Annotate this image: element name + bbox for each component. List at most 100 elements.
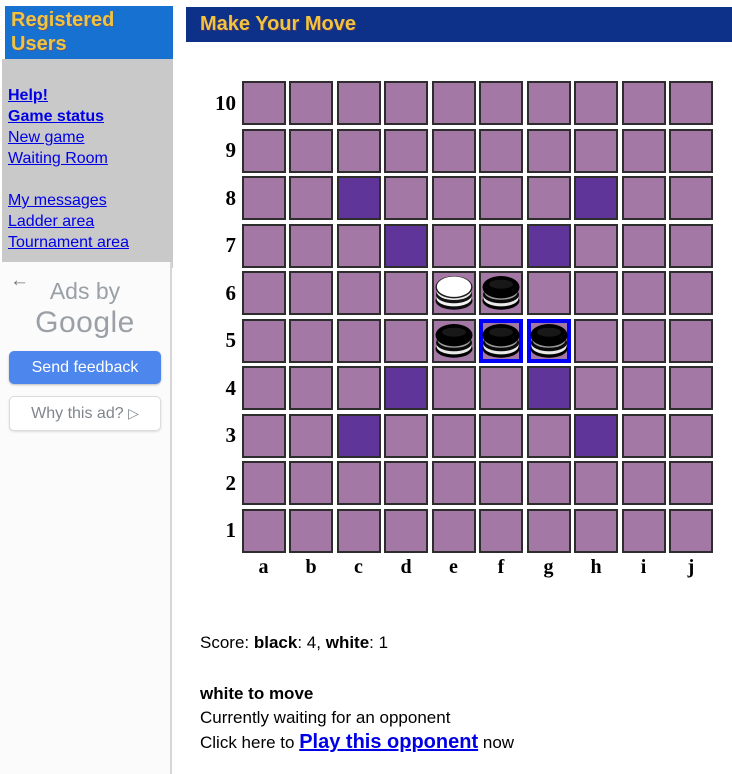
board-cell[interactable] — [621, 508, 666, 553]
board-cell[interactable] — [526, 461, 571, 505]
board-cell[interactable] — [384, 366, 428, 410]
board-cell[interactable] — [241, 508, 286, 553]
board-cell[interactable] — [289, 508, 333, 553]
board-cell[interactable] — [479, 318, 523, 363]
board-cell[interactable] — [526, 413, 571, 458]
board-cell[interactable] — [336, 413, 381, 458]
board-cell[interactable] — [384, 461, 428, 505]
board-cell[interactable] — [526, 223, 571, 268]
board-cell[interactable] — [526, 318, 571, 363]
board-cell[interactable] — [526, 176, 571, 220]
back-arrow-icon[interactable]: ← — [10, 270, 29, 291]
board-cell[interactable] — [241, 461, 286, 505]
board-cell[interactable] — [431, 318, 476, 363]
board-cell[interactable] — [431, 508, 476, 553]
board-cell[interactable] — [621, 128, 666, 173]
board-cell[interactable] — [384, 81, 428, 125]
board-cell[interactable] — [669, 271, 713, 315]
board-cell[interactable] — [574, 318, 618, 363]
board-cell[interactable] — [336, 318, 381, 363]
board-cell[interactable] — [669, 128, 713, 173]
board-cell[interactable] — [384, 128, 428, 173]
board-cell[interactable] — [574, 461, 618, 505]
board-cell[interactable] — [574, 271, 618, 315]
board-cell[interactable] — [621, 413, 666, 458]
board-cell[interactable] — [431, 81, 476, 125]
board-cell[interactable] — [289, 318, 333, 363]
board-cell[interactable] — [431, 176, 476, 220]
board-cell[interactable] — [526, 366, 571, 410]
board-cell[interactable] — [336, 128, 381, 173]
board-cell[interactable] — [289, 461, 333, 505]
board-cell[interactable] — [336, 176, 381, 220]
board-cell[interactable] — [431, 366, 476, 410]
board-cell[interactable] — [669, 223, 713, 268]
board-cell[interactable] — [336, 81, 381, 125]
board-cell[interactable] — [526, 81, 571, 125]
board-cell[interactable] — [384, 508, 428, 553]
board-cell[interactable] — [479, 271, 523, 315]
board-cell[interactable] — [336, 223, 381, 268]
play-this-opponent-link[interactable]: Play this opponent — [299, 731, 479, 753]
board-cell[interactable] — [384, 223, 428, 268]
board-cell[interactable] — [669, 413, 713, 458]
sidebar-link-ladder-area[interactable]: Ladder area — [8, 213, 95, 230]
board-cell[interactable] — [289, 128, 333, 173]
board-cell[interactable] — [384, 271, 428, 315]
board-cell[interactable] — [241, 366, 286, 410]
board-cell[interactable] — [479, 508, 523, 553]
board-cell[interactable] — [621, 318, 666, 363]
board-cell[interactable] — [621, 461, 666, 505]
board-cell[interactable] — [669, 318, 713, 363]
board-cell[interactable] — [384, 318, 428, 363]
board-cell[interactable] — [336, 461, 381, 505]
board-cell[interactable] — [479, 128, 523, 173]
board-cell[interactable] — [669, 176, 713, 220]
board-cell[interactable] — [336, 508, 381, 553]
board-cell[interactable] — [289, 413, 333, 458]
board-cell[interactable] — [574, 508, 618, 553]
board-cell[interactable] — [669, 366, 713, 410]
board-cell[interactable] — [289, 223, 333, 268]
board-cell[interactable] — [574, 413, 618, 458]
board-cell[interactable] — [241, 223, 286, 268]
board-cell[interactable] — [289, 271, 333, 315]
board-cell[interactable] — [431, 223, 476, 268]
board-cell[interactable] — [526, 128, 571, 173]
board-cell[interactable] — [479, 176, 523, 220]
board-cell[interactable] — [241, 271, 286, 315]
board-cell[interactable] — [241, 318, 286, 363]
send-feedback-button[interactable]: Send feedback — [9, 351, 161, 384]
board-cell[interactable] — [621, 223, 666, 268]
sidebar-link-tournament-area[interactable]: Tournament area — [8, 234, 129, 251]
sidebar-link-new-game[interactable]: New game — [8, 129, 85, 146]
board-cell[interactable] — [574, 366, 618, 410]
sidebar-link-my-messages[interactable]: My messages — [8, 192, 107, 209]
board-cell[interactable] — [479, 413, 523, 458]
board-cell[interactable] — [479, 461, 523, 505]
sidebar-link-help[interactable]: Help! — [8, 87, 48, 104]
board-cell[interactable] — [669, 508, 713, 553]
board-cell[interactable] — [479, 81, 523, 125]
board-cell[interactable] — [289, 176, 333, 220]
board-cell[interactable] — [289, 366, 333, 410]
board-cell[interactable] — [241, 128, 286, 173]
board-cell[interactable] — [621, 81, 666, 125]
board-cell[interactable] — [384, 176, 428, 220]
board-cell[interactable] — [669, 81, 713, 125]
board-cell[interactable] — [336, 366, 381, 410]
board-cell[interactable] — [431, 271, 476, 315]
board-cell[interactable] — [479, 223, 523, 268]
board-cell[interactable] — [574, 176, 618, 220]
board-cell[interactable] — [526, 508, 571, 553]
sidebar-link-waiting-room[interactable]: Waiting Room — [8, 150, 108, 167]
board-cell[interactable] — [384, 413, 428, 458]
board-cell[interactable] — [479, 366, 523, 410]
board-cell[interactable] — [574, 81, 618, 125]
board-cell[interactable] — [241, 413, 286, 458]
board-cell[interactable] — [574, 223, 618, 268]
board-cell[interactable] — [526, 271, 571, 315]
board-cell[interactable] — [289, 81, 333, 125]
board-cell[interactable] — [431, 413, 476, 458]
why-this-ad-button[interactable]: Why this ad? ▷ — [9, 396, 161, 431]
